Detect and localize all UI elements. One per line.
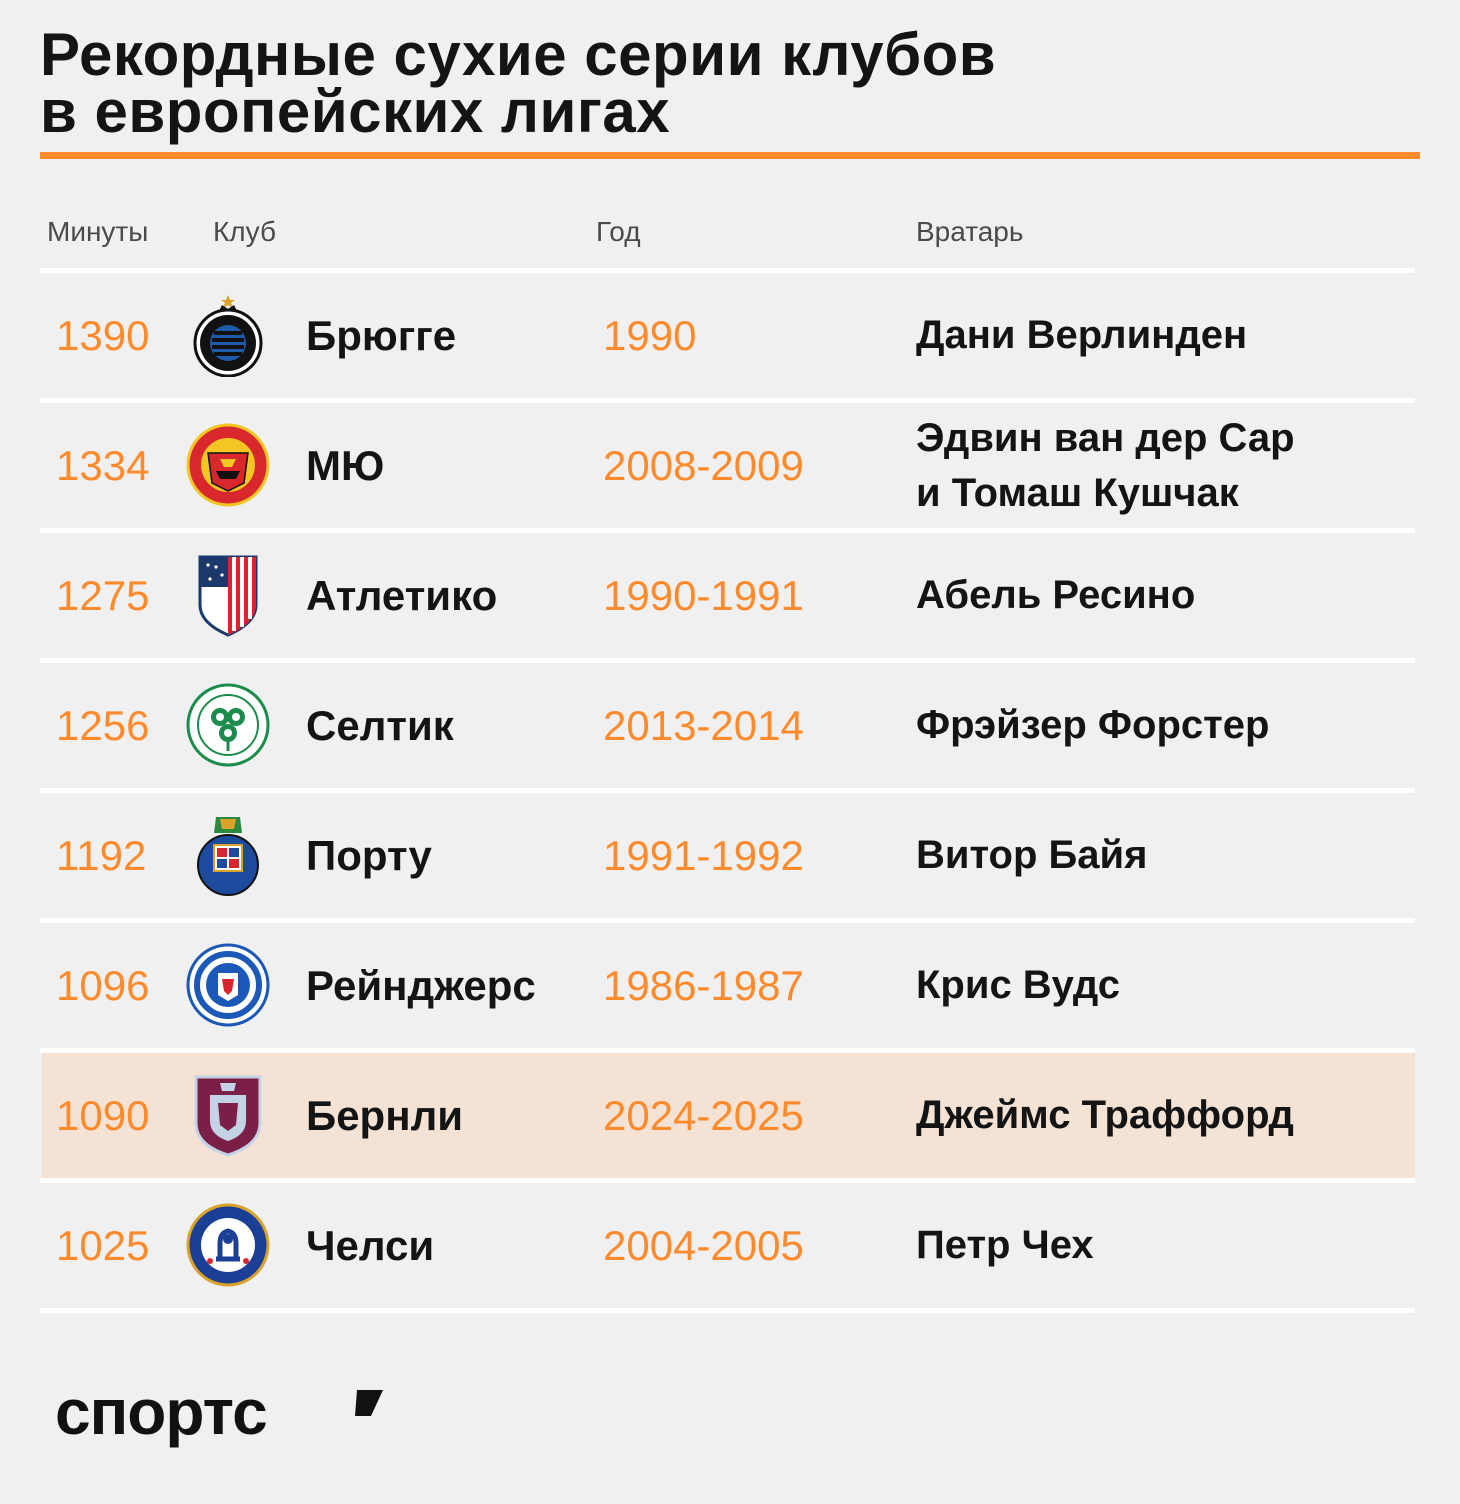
records-table: 1390 Брюгге 1990 Дани Верлинден 1334 МЮ … <box>40 268 1415 1313</box>
minutes-value: 1192 <box>56 832 147 879</box>
goalkeeper: Крис Вудс <box>916 923 1396 1048</box>
table-row: 1256 Селтик 2013-2014 Фрэйзер Форстер <box>40 658 1415 788</box>
column-header-year: Год <box>596 216 641 247</box>
keeper-name-line: Эдвин ван дер Сар <box>916 415 1295 460</box>
table-row: 1192 Порту 1991-1992 Витор Байя <box>40 788 1415 918</box>
club-name: Брюгге <box>306 312 457 359</box>
year-value: 1986-1987 <box>603 962 804 1009</box>
goalkeeper-lines: Петр Чех <box>916 1218 1094 1273</box>
table-row: 1334 МЮ 2008-2009 Эдвин ван дер Сар и Том… <box>40 398 1415 528</box>
goalkeeper: Дани Верлинден <box>916 273 1396 398</box>
title-line-2: в европейских лигах <box>40 78 671 145</box>
goalkeeper: Фрэйзер Форстер <box>916 663 1396 788</box>
title-underline <box>40 152 1420 159</box>
goalkeeper: Петр Чех <box>916 1183 1396 1308</box>
brand-logo-svg: спортс <box>55 1382 383 1448</box>
table-row: 1025 Челси 2004-2005 Петр Чех <box>40 1178 1415 1313</box>
column-header-minutes: Минуты <box>47 216 149 247</box>
club-name: Порту <box>306 832 432 879</box>
brand-apostrophe-mark <box>355 1390 383 1416</box>
club-name: МЮ <box>306 442 385 489</box>
minutes-value: 1275 <box>56 572 150 619</box>
goalkeeper: Абель Ресино <box>916 533 1396 658</box>
column-header-club: Клуб <box>213 216 276 247</box>
keeper-name-line: Джеймс Траффорд <box>916 1093 1294 1137</box>
minutes-value: 1334 <box>56 442 150 489</box>
celtic-crest-icon <box>186 683 270 767</box>
title-line-1: Рекордные сухие серии клубов <box>40 21 997 88</box>
year-value: 2024-2025 <box>603 1092 804 1139</box>
club-name: Бернли <box>306 1092 464 1139</box>
rangers-crest-icon <box>186 943 270 1027</box>
table-row: 1096 Рейнджерс 1986-1987 Крис Вудс <box>40 918 1415 1048</box>
table-header: Минуты Клуб Год Вратарь <box>0 212 1460 252</box>
club-name: Челси <box>306 1222 435 1269</box>
sports-ru-logo-icon: спортс <box>55 1382 385 1462</box>
goalkeeper-lines: Фрэйзер Форстер <box>916 698 1269 753</box>
keeper-name-line: и Томаш Кушчак <box>916 470 1239 515</box>
club-name: Атлетико <box>306 572 498 619</box>
row-highlight <box>42 1053 1415 1178</box>
burnley-crest-icon <box>186 1073 270 1157</box>
year-value: 1990-1991 <box>603 572 804 619</box>
year-value: 1990 <box>603 312 697 359</box>
column-header-keeper: Вратарь <box>916 216 1024 247</box>
goalkeeper-lines: Крис Вудс <box>916 958 1120 1013</box>
table-row: 1390 Брюгге 1990 Дани Верлинден <box>40 268 1415 398</box>
goalkeeper-lines: Дани Верлинден <box>916 308 1247 363</box>
porto-crest-icon <box>186 813 270 897</box>
year-value: 2013-2014 <box>603 702 804 749</box>
brand-wordmark: спортс <box>55 1382 267 1448</box>
table-row: 1090 Бернли 2024-2025 Джеймс Траффорд <box>40 1048 1415 1178</box>
page-title: Рекордные сухие серии клубов в европейск… <box>40 21 1240 145</box>
year-value: 1991-1992 <box>603 832 804 879</box>
goalkeeper-lines: Витор Байя <box>916 828 1147 883</box>
club-name: Селтик <box>306 702 454 749</box>
goalkeeper: Витор Байя <box>916 793 1396 918</box>
atletico-madrid-crest-icon <box>186 553 270 637</box>
keeper-name-line: Витор Байя <box>916 833 1148 877</box>
goalkeeper-lines: Джеймс Траффорд <box>916 1088 1294 1143</box>
minutes-value: 1090 <box>56 1092 150 1139</box>
club-brugge-crest-icon <box>186 293 270 377</box>
keeper-name-line: Абель Ресино <box>916 573 1196 617</box>
keeper-name-line: Крис Вудс <box>916 963 1121 1007</box>
minutes-value: 1096 <box>56 962 150 1009</box>
table-row: 1275 Атлетико 1990-1991 Абель Ресино <box>40 528 1415 658</box>
minutes-value: 1025 <box>56 1222 150 1269</box>
club-name: Рейнджерс <box>306 962 536 1009</box>
year-value: 2004-2005 <box>603 1222 804 1269</box>
goalkeeper-lines: Эдвин ван дер Сар и Томаш Кушчак <box>916 411 1295 521</box>
chelsea-crest-icon <box>186 1203 270 1287</box>
minutes-value: 1256 <box>56 702 150 749</box>
goalkeeper: Джеймс Траффорд <box>916 1053 1396 1178</box>
keeper-name-line: Фрэйзер Форстер <box>916 703 1270 747</box>
manchester-united-crest-icon <box>186 423 270 507</box>
keeper-name-line: Петр Чех <box>916 1223 1094 1267</box>
year-value: 2008-2009 <box>603 442 804 489</box>
keeper-name-line: Дани Верлинден <box>916 313 1248 357</box>
goalkeeper: Эдвин ван дер Сар и Томаш Кушчак <box>916 403 1396 528</box>
goalkeeper-lines: Абель Ресино <box>916 568 1195 623</box>
minutes-value: 1390 <box>56 312 150 359</box>
